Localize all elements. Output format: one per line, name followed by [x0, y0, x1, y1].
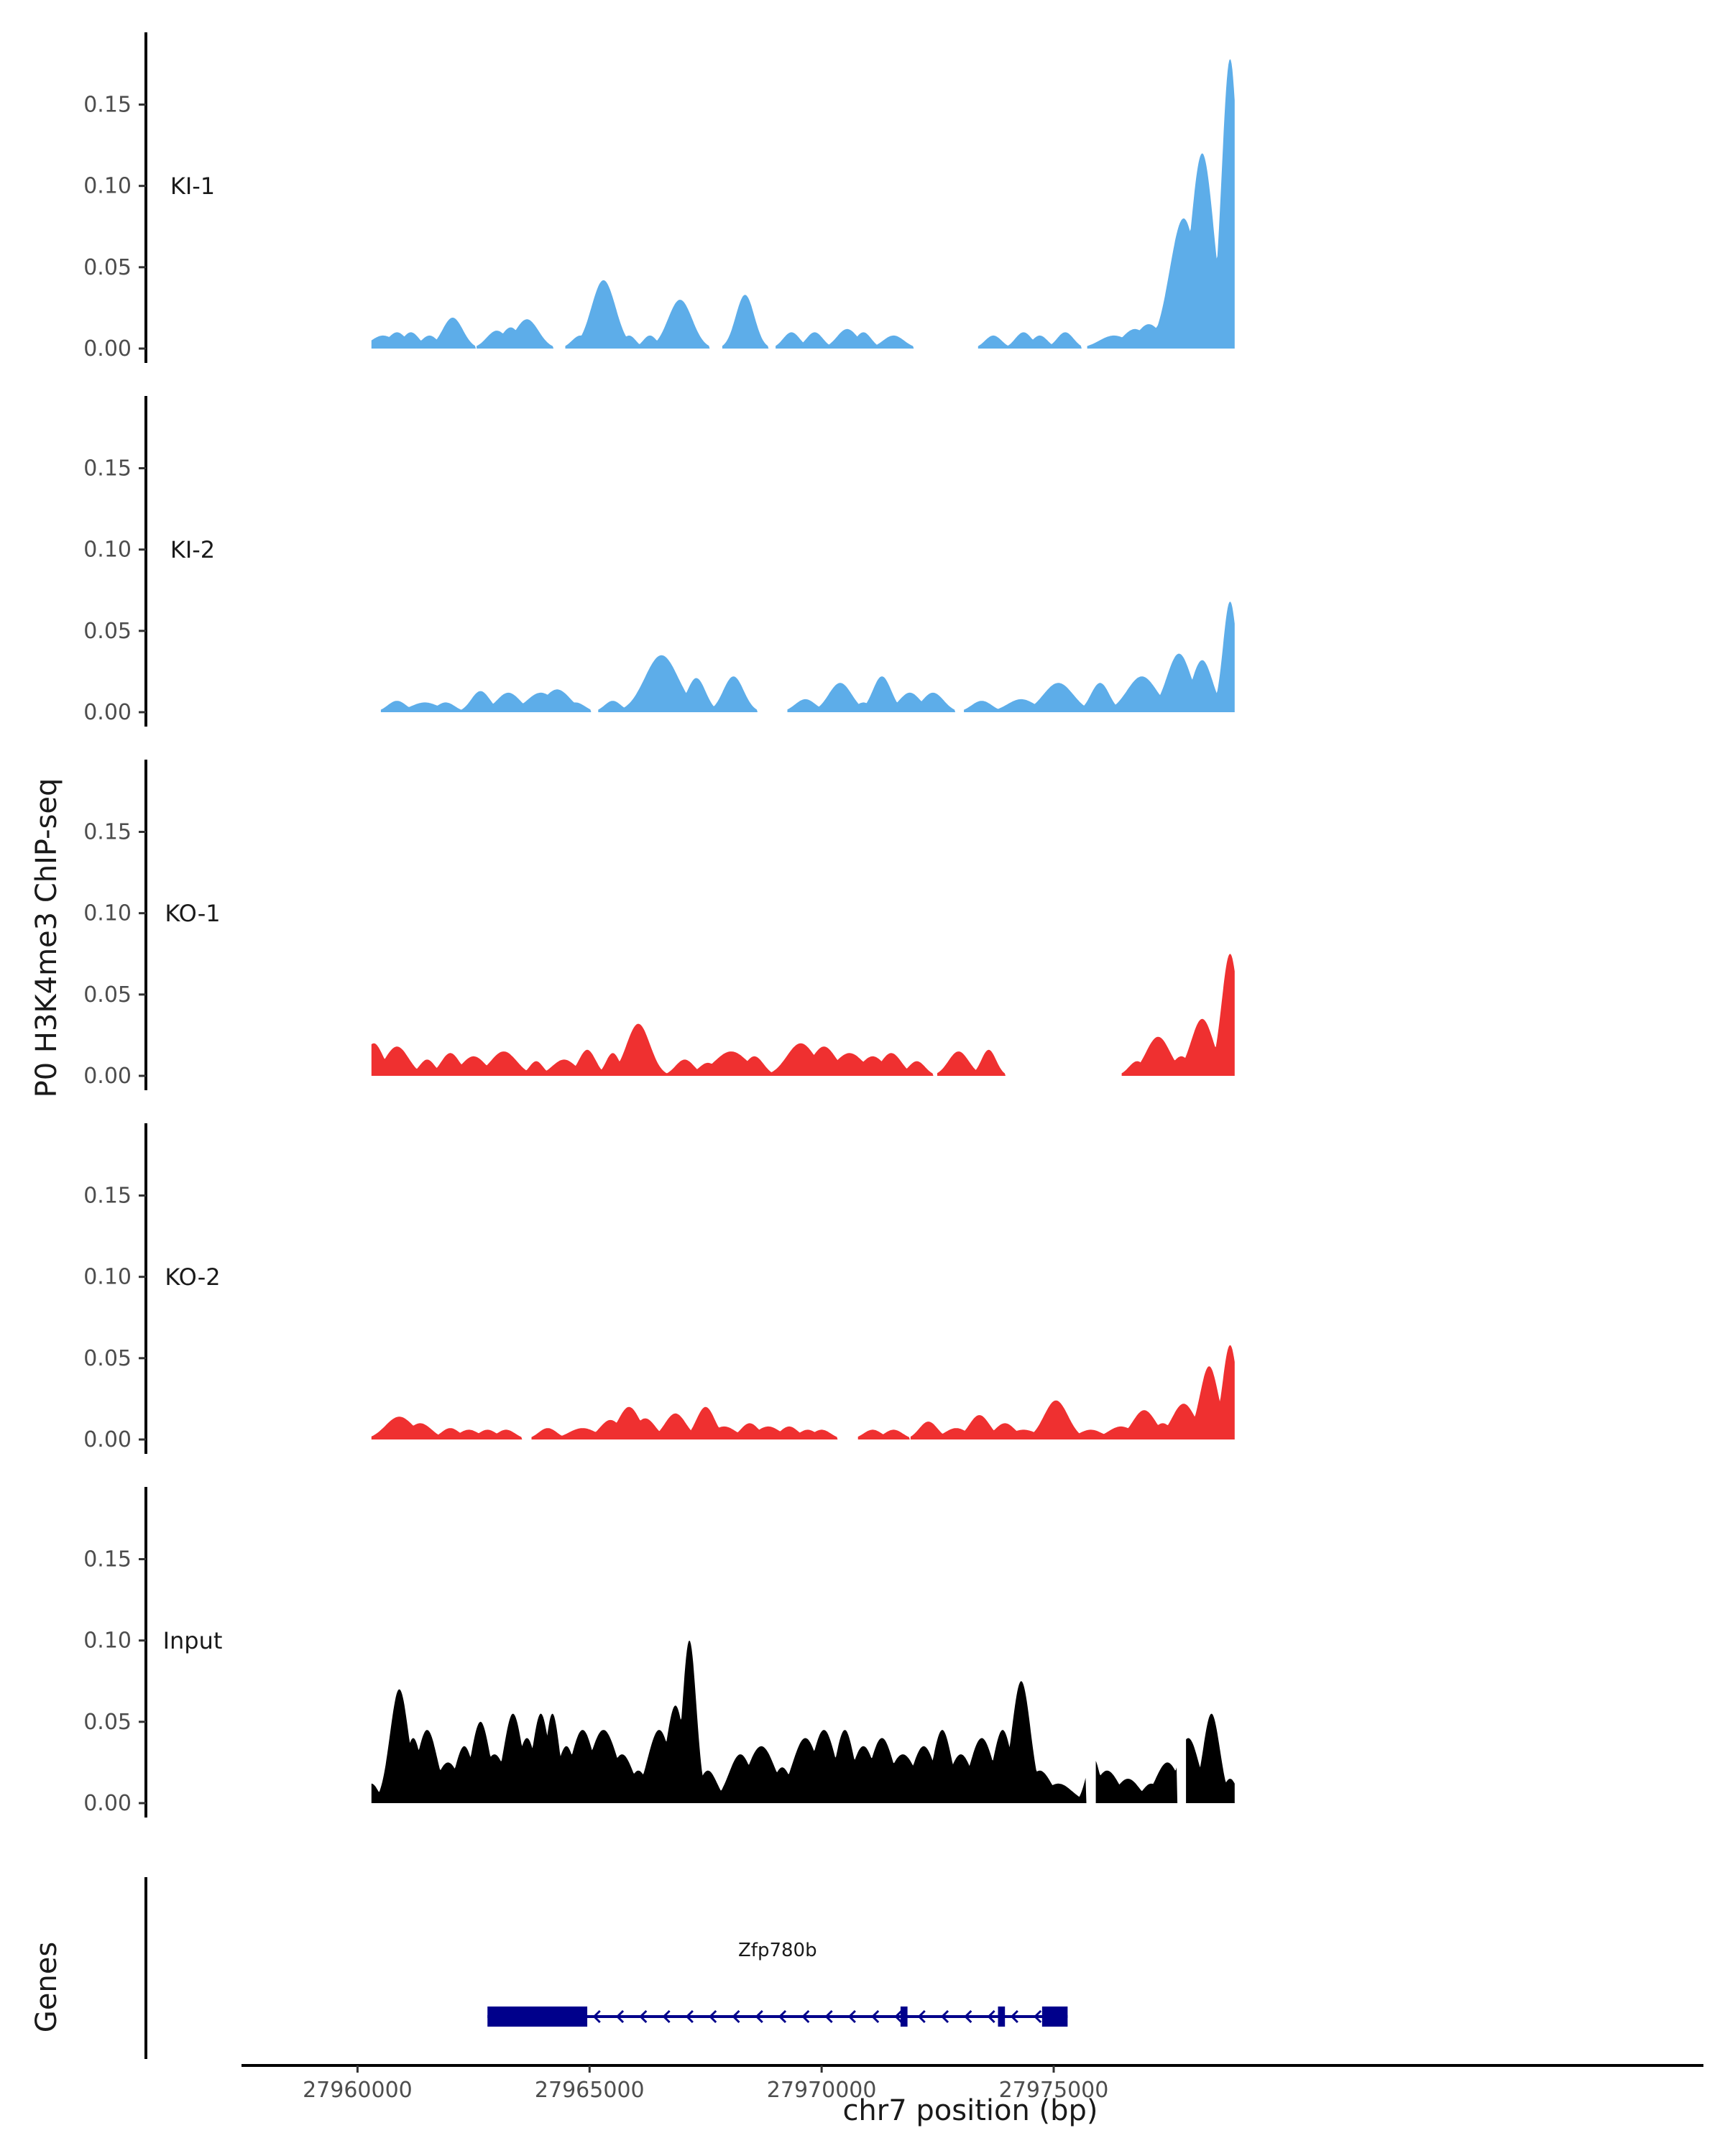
x-tick-label: 27965000: [535, 2078, 645, 2103]
signal-area: [380, 602, 1235, 712]
track-ki-2: 0.00 0.05 0.10 0.15 KI-2: [83, 396, 1235, 727]
y-tick-label: 0.05: [83, 1346, 132, 1371]
signal-area: [371, 1640, 1235, 1803]
y-tick-label: 0.10: [83, 174, 132, 199]
y-tick-label: 0.10: [83, 1265, 132, 1290]
gene-track: Zfp780b: [144, 1877, 1068, 2059]
strand-arrow: [847, 2009, 856, 2024]
gene-exon: [1041, 2007, 1068, 2027]
strand-arrow: [615, 2009, 625, 2024]
y-tick-label: 0.05: [83, 255, 132, 280]
strand-arrow: [685, 2009, 694, 2024]
x-axis-title: chr7 position (bp): [842, 2094, 1098, 2127]
strand-arrow: [940, 2009, 949, 2024]
gene-exon: [900, 2007, 908, 2027]
y-tick-label: 0.05: [83, 1710, 132, 1735]
strand-arrow: [917, 2009, 926, 2024]
y-tick-label: 0.05: [83, 619, 132, 644]
y-tick-label: 0.00: [83, 700, 132, 725]
gene-exon: [998, 2007, 1006, 2027]
y-tick-label: 0.15: [83, 820, 132, 845]
signal-area: [371, 1345, 1235, 1439]
y-tick-label: 0.10: [83, 901, 132, 926]
track-label: KO-2: [165, 1263, 220, 1291]
y-tick-label: 0.15: [83, 1547, 132, 1572]
strand-arrow: [778, 2009, 787, 2024]
track-label: Input: [163, 1627, 223, 1654]
strand-arrow: [801, 2009, 810, 2024]
y-tick-label: 0.15: [83, 456, 132, 482]
track-label: KI-1: [170, 172, 215, 200]
track-ki-1: 0.00 0.05 0.10 0.15 KI-1: [83, 32, 1235, 363]
x-tick-label: 27960000: [303, 2078, 413, 2103]
y-tick-label: 0.00: [83, 1427, 132, 1452]
strand-arrow: [592, 2009, 601, 2024]
strand-arrow: [964, 2009, 972, 2024]
signal-area: [371, 954, 1235, 1076]
gene-zfp780b: Zfp780b: [487, 1940, 1068, 2027]
x-axis: 27960000 27965000 27970000 27975000: [242, 2064, 1703, 2103]
y-tick-label: 0.05: [83, 982, 132, 1008]
strand-arrow: [639, 2009, 648, 2024]
strand-arrow: [709, 2009, 717, 2024]
strand-arrow: [987, 2009, 995, 2024]
track-ko-1: 0.00 0.05 0.10 0.15 KO-1: [83, 760, 1235, 1090]
track-label: KI-2: [170, 536, 215, 563]
strand-arrow: [871, 2009, 880, 2024]
y-tick-label: 0.00: [83, 1791, 132, 1816]
strand-arrow: [662, 2009, 671, 2024]
strand-arrow: [755, 2009, 763, 2024]
tracks-group: 0.00 0.05 0.10 0.15 KI-1 0.00 0.05 0.10 0.15 KI-2…: [83, 32, 1235, 1818]
track-label: KO-1: [165, 900, 220, 927]
x-tick-label: 27975000: [999, 2078, 1109, 2103]
strand-arrow: [894, 2009, 903, 2024]
strand-arrow: [1010, 2009, 1018, 2024]
track-ko-2: 0.00 0.05 0.10 0.15 KO-2: [83, 1123, 1235, 1454]
track-input: 0.00 0.05 0.10 0.15 Input: [83, 1487, 1235, 1818]
strand-arrow: [732, 2009, 740, 2024]
y-tick-label: 0.15: [83, 93, 132, 118]
x-tick-label: 27970000: [767, 2078, 877, 2103]
signal-area: [371, 59, 1235, 349]
y-tick-label: 0.10: [83, 1628, 132, 1654]
genes-axis-title: Genes: [30, 1942, 63, 2032]
y-axis-title: P0 H3K4me3 ChIP-seq: [30, 778, 63, 1098]
strand-arrow: [1034, 2009, 1042, 2024]
y-tick-label: 0.10: [83, 538, 132, 563]
y-tick-label: 0.15: [83, 1184, 132, 1209]
gene-exon: [487, 2007, 588, 2027]
strand-arrow: [824, 2009, 833, 2024]
y-tick-label: 0.00: [83, 336, 132, 361]
y-tick-label: 0.00: [83, 1064, 132, 1089]
gene-name-label: Zfp780b: [738, 1940, 817, 1961]
